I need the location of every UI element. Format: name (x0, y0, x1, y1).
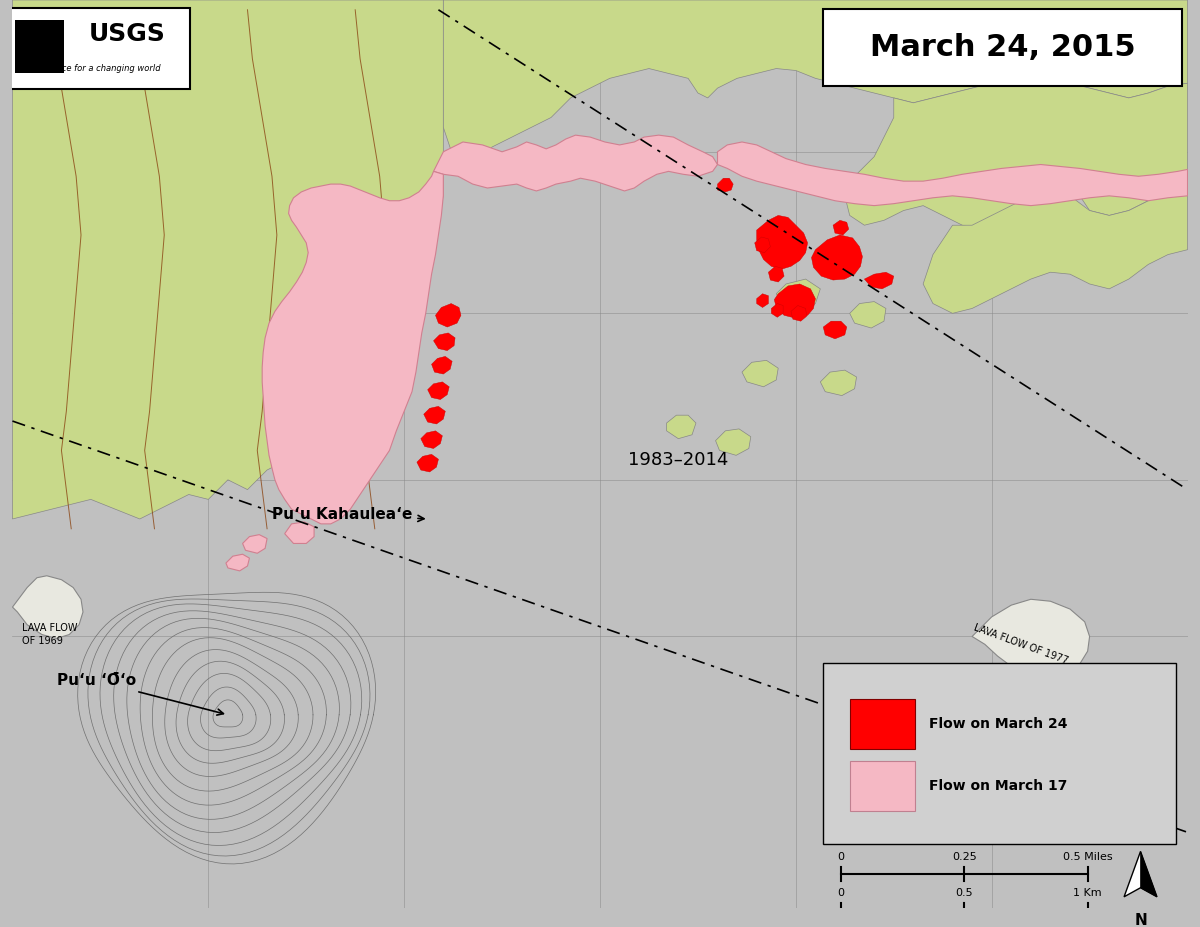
Polygon shape (768, 266, 784, 282)
Polygon shape (284, 522, 314, 543)
FancyBboxPatch shape (851, 699, 914, 749)
Polygon shape (1140, 851, 1157, 896)
Polygon shape (427, 382, 449, 400)
Polygon shape (772, 303, 784, 317)
Polygon shape (12, 576, 83, 639)
Polygon shape (1124, 851, 1157, 896)
Polygon shape (833, 221, 848, 235)
Polygon shape (823, 321, 847, 338)
Polygon shape (226, 554, 250, 571)
Polygon shape (774, 284, 816, 318)
Text: science for a changing world: science for a changing world (41, 65, 161, 73)
Text: Puʻu Kahauleaʻe: Puʻu Kahauleaʻe (272, 507, 424, 522)
Polygon shape (443, 0, 1188, 176)
Text: USGS: USGS (89, 21, 166, 45)
Polygon shape (757, 294, 768, 308)
Polygon shape (718, 142, 1188, 206)
FancyBboxPatch shape (14, 20, 64, 72)
Polygon shape (12, 0, 443, 519)
Polygon shape (776, 279, 821, 311)
Polygon shape (791, 306, 806, 321)
Polygon shape (923, 186, 1188, 313)
Text: Flow on March 24: Flow on March 24 (929, 717, 1068, 731)
Text: 0.5 Miles: 0.5 Miles (1063, 852, 1112, 861)
Polygon shape (972, 599, 1090, 678)
Polygon shape (811, 235, 863, 280)
Text: N: N (1134, 913, 1147, 927)
Polygon shape (433, 333, 455, 350)
Polygon shape (433, 135, 718, 191)
FancyBboxPatch shape (823, 663, 1176, 844)
Text: Flow on March 17: Flow on March 17 (929, 779, 1067, 794)
Text: Puʻu ʻŌʻo: Puʻu ʻŌʻo (56, 673, 223, 715)
Polygon shape (850, 301, 886, 328)
Text: 0.25: 0.25 (952, 852, 977, 861)
Polygon shape (755, 237, 770, 253)
Polygon shape (742, 361, 779, 387)
Text: LAVA FLOW
OF 1969: LAVA FLOW OF 1969 (23, 623, 78, 646)
Text: 1 Km: 1 Km (1073, 888, 1102, 898)
Polygon shape (757, 215, 808, 269)
Polygon shape (864, 273, 894, 289)
Polygon shape (718, 178, 733, 192)
Polygon shape (242, 535, 268, 553)
FancyBboxPatch shape (8, 8, 190, 89)
FancyBboxPatch shape (851, 761, 914, 810)
Text: 1983–2014: 1983–2014 (628, 451, 728, 469)
Text: 0: 0 (838, 888, 845, 898)
Polygon shape (436, 303, 461, 327)
Polygon shape (715, 429, 751, 455)
FancyBboxPatch shape (823, 9, 1182, 86)
Polygon shape (821, 370, 857, 396)
Polygon shape (416, 454, 438, 472)
Polygon shape (421, 431, 443, 449)
Text: 0.5: 0.5 (955, 888, 973, 898)
Polygon shape (424, 406, 445, 424)
Polygon shape (432, 356, 452, 375)
Polygon shape (666, 415, 696, 438)
Text: LAVA FLOW OF 1977: LAVA FLOW OF 1977 (972, 623, 1069, 667)
Polygon shape (262, 171, 443, 524)
Polygon shape (845, 73, 1188, 230)
Text: March 24, 2015: March 24, 2015 (870, 32, 1136, 62)
Text: 0: 0 (838, 852, 845, 861)
